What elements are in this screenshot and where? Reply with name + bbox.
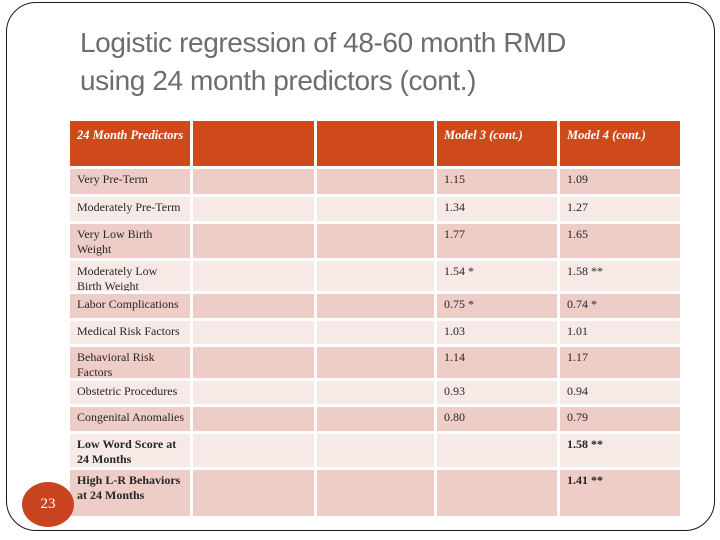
table-row: Moderately Low Birth Weight 1.54 * 1.58 … bbox=[70, 261, 680, 291]
model3-value-cell: 0.80 bbox=[437, 407, 557, 431]
model4-value-cell: 1.27 bbox=[560, 197, 680, 221]
header-model3: Model 3 (cont.) bbox=[437, 121, 557, 166]
header-model4: Model 4 (cont.) bbox=[560, 121, 680, 166]
predictor-label-cell: Low Word Score at 24 Months bbox=[70, 434, 190, 467]
model4-value-cell: 0.94 bbox=[560, 381, 680, 404]
model4-value-cell: 1.01 bbox=[560, 321, 680, 344]
empty-cell bbox=[317, 169, 434, 194]
predictor-label-cell: High L-R Behaviors at 24 Months bbox=[70, 470, 190, 516]
regression-table: 24 Month Predictors Model 3 (cont.) Mode… bbox=[70, 121, 680, 516]
table-row: Labor Complications 0.75 * 0.74 * bbox=[70, 294, 680, 318]
model3-value-cell: 1.14 bbox=[437, 347, 557, 378]
model4-value-cell: 1.41 ** bbox=[560, 470, 680, 516]
empty-cell bbox=[193, 197, 314, 221]
model3-value-cell: 1.54 * bbox=[437, 261, 557, 291]
model3-value-cell: 1.15 bbox=[437, 169, 557, 194]
table-row: Obstetric Procedures 0.93 0.94 bbox=[70, 381, 680, 404]
empty-cell bbox=[193, 294, 314, 318]
header-empty-1 bbox=[193, 121, 314, 166]
empty-cell bbox=[317, 321, 434, 344]
empty-cell bbox=[317, 347, 434, 378]
empty-cell bbox=[317, 261, 434, 291]
slide-title-line2: using 24 month predictors (cont.) bbox=[80, 65, 477, 96]
empty-cell bbox=[317, 197, 434, 221]
page-number-badge: 23 bbox=[22, 482, 74, 527]
model4-value-cell: 1.17 bbox=[560, 347, 680, 378]
table-header-row: 24 Month Predictors Model 3 (cont.) Mode… bbox=[70, 121, 680, 166]
empty-cell bbox=[193, 347, 314, 378]
empty-cell bbox=[193, 434, 314, 467]
table-row: Very Pre-Term 1.15 1.09 bbox=[70, 169, 680, 194]
table-row: Low Word Score at 24 Months 1.58 ** bbox=[70, 434, 680, 467]
model3-value-cell: 1.34 bbox=[437, 197, 557, 221]
model3-value-cell: 1.77 bbox=[437, 224, 557, 258]
header-empty-2 bbox=[317, 121, 434, 166]
table-row: Medical Risk Factors 1.03 1.01 bbox=[70, 321, 680, 344]
table-row: Moderately Pre-Term 1.34 1.27 bbox=[70, 197, 680, 221]
table-row: High L-R Behaviors at 24 Months 1.41 ** bbox=[70, 470, 680, 516]
empty-cell bbox=[317, 434, 434, 467]
model4-value-cell: 1.58 ** bbox=[560, 434, 680, 467]
model4-value-cell: 1.09 bbox=[560, 169, 680, 194]
empty-cell bbox=[193, 381, 314, 404]
empty-cell bbox=[193, 470, 314, 516]
empty-cell bbox=[193, 407, 314, 431]
model4-value-cell: 1.58 ** bbox=[560, 261, 680, 291]
empty-cell bbox=[193, 321, 314, 344]
empty-cell bbox=[193, 261, 314, 291]
empty-cell bbox=[317, 407, 434, 431]
predictor-label-cell: Congenital Anomalies bbox=[70, 407, 190, 431]
model4-value-cell: 0.74 * bbox=[560, 294, 680, 318]
model3-value-cell bbox=[437, 434, 557, 467]
header-predictors: 24 Month Predictors bbox=[70, 121, 190, 166]
model4-value-cell: 1.65 bbox=[560, 224, 680, 258]
table-row: Very Low Birth Weight 1.77 1.65 bbox=[70, 224, 680, 258]
predictor-label-cell: Very Pre-Term bbox=[70, 169, 190, 194]
model3-value-cell: 0.93 bbox=[437, 381, 557, 404]
predictor-label-cell: Moderately Pre-Term bbox=[70, 197, 190, 221]
slide-title: Logistic regression of 48-60 month RMD u… bbox=[80, 24, 690, 100]
table-row: Congenital Anomalies 0.80 0.79 bbox=[70, 407, 680, 431]
empty-cell bbox=[317, 381, 434, 404]
predictor-label-cell: Medical Risk Factors bbox=[70, 321, 190, 344]
empty-cell bbox=[317, 224, 434, 258]
slide-title-line1: Logistic regression of 48-60 month RMD bbox=[80, 27, 566, 58]
empty-cell bbox=[317, 470, 434, 516]
predictor-label-cell: Labor Complications bbox=[70, 294, 190, 318]
model3-value-cell: 0.75 * bbox=[437, 294, 557, 318]
empty-cell bbox=[193, 169, 314, 194]
page-number: 23 bbox=[40, 496, 56, 512]
model3-value-cell: 1.03 bbox=[437, 321, 557, 344]
empty-cell bbox=[317, 294, 434, 318]
predictor-label-cell: Moderately Low Birth Weight bbox=[70, 261, 190, 291]
model4-value-cell: 0.79 bbox=[560, 407, 680, 431]
slide-border-frame bbox=[6, 2, 715, 531]
model3-value-cell bbox=[437, 470, 557, 516]
predictor-label-cell: Behavioral Risk Factors bbox=[70, 347, 190, 378]
table-row: Behavioral Risk Factors 1.14 1.17 bbox=[70, 347, 680, 378]
table-body: Very Pre-Term 1.15 1.09 Moderately Pre-T… bbox=[70, 169, 680, 516]
predictor-label-cell: Obstetric Procedures bbox=[70, 381, 190, 404]
predictor-label-cell: Very Low Birth Weight bbox=[70, 224, 190, 258]
empty-cell bbox=[193, 224, 314, 258]
